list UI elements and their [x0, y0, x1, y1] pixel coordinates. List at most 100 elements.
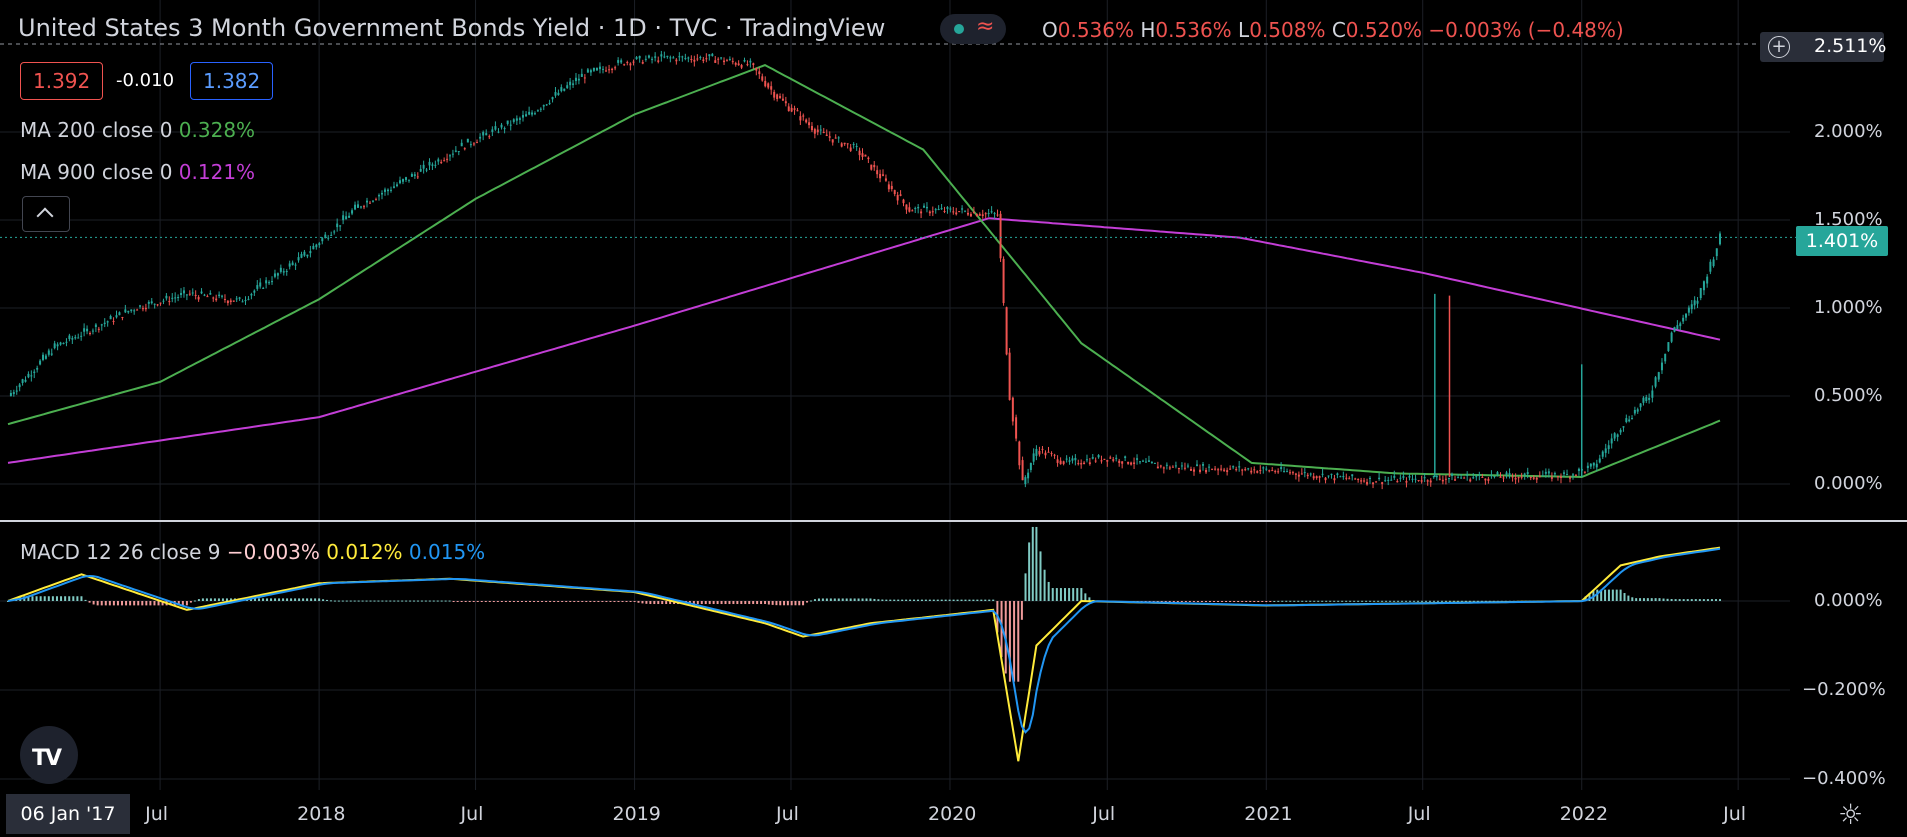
candle-body [1628, 419, 1631, 422]
macd-histogram-bar [928, 599, 931, 601]
candle-body [879, 173, 882, 179]
macd-histogram-bar [744, 601, 747, 605]
candle-body [1133, 462, 1136, 464]
candle-body [345, 216, 348, 220]
candle-body [1021, 460, 1024, 481]
macd-histogram-bar [1253, 601, 1256, 602]
candle-body [1447, 478, 1450, 480]
macd-histogram-bar [1600, 589, 1603, 601]
candle-body [1532, 477, 1535, 479]
sell-price-button[interactable]: 1.392 [20, 62, 104, 100]
macd-histogram-bar [783, 601, 786, 606]
collapse-legend-button[interactable] [22, 196, 70, 232]
candle-body [109, 315, 112, 320]
candle-body [1450, 473, 1453, 476]
macd-histogram-bar [1472, 600, 1475, 602]
candle-body [1232, 466, 1235, 468]
crosshair-price-label[interactable]: + 2.511% [1760, 32, 1886, 62]
candle-body [1205, 469, 1208, 473]
macd-histogram-bar [274, 598, 277, 601]
candle-body [1690, 304, 1693, 310]
macd-histogram-bar [1088, 597, 1091, 601]
candle-body [822, 132, 825, 134]
candle-body [1709, 261, 1712, 272]
macd-histogram-bar [885, 599, 888, 601]
candle-body [937, 209, 940, 211]
candle-body [1699, 288, 1702, 299]
candle-body [74, 337, 77, 339]
macd-histogram-bar [849, 598, 852, 601]
candle-body [1577, 468, 1580, 472]
candle-body [952, 211, 955, 213]
candle-body [422, 164, 425, 169]
macd-histogram-bar [306, 598, 309, 601]
ma200-legend[interactable]: MA 200 close 0 0.328% [20, 118, 255, 142]
macd-histogram-bar [1261, 601, 1264, 602]
macd-histogram-bar [1337, 600, 1340, 602]
candle-body [1357, 479, 1360, 481]
macd-histogram-bar [897, 599, 900, 601]
macd-histogram-bar [310, 598, 313, 601]
candle-body [1715, 248, 1718, 257]
candle-body [171, 297, 174, 299]
candle-body [641, 62, 644, 64]
candle-body [787, 106, 790, 112]
time-tick-label: Jul [1407, 803, 1431, 825]
macd-histogram-bar [1607, 589, 1610, 601]
candle-body [44, 355, 47, 359]
macd-histogram-bar [1369, 600, 1372, 602]
candle-body [1189, 469, 1192, 471]
buy-price-button[interactable]: 1.382 [190, 62, 274, 100]
candle-body [1250, 470, 1253, 473]
macd-histogram-bar [585, 601, 588, 602]
plus-circle-icon[interactable]: + [1768, 36, 1790, 58]
signal-line [7, 547, 1721, 734]
candle-body [1059, 460, 1062, 465]
candle-body [410, 174, 413, 177]
candle-body [30, 375, 33, 377]
ma200-label: MA 200 close 0 [20, 118, 173, 142]
candle-body [987, 213, 990, 215]
macd-histogram-bar [1381, 600, 1384, 602]
candle-body [112, 320, 115, 322]
candle-body [1595, 463, 1598, 468]
macd-histogram-bar [557, 601, 560, 602]
candle-body [790, 107, 793, 112]
macd-histogram-bar [88, 601, 91, 603]
candle-body [825, 134, 828, 136]
macd-legend[interactable]: MACD 12 26 close 9 −0.003% 0.012% 0.015% [20, 540, 485, 564]
candle-body [454, 150, 457, 152]
candle-body [1083, 462, 1086, 465]
candle-body [1375, 481, 1378, 483]
candle-body [955, 212, 958, 215]
macd-histogram-bar [1221, 601, 1224, 602]
candle-body [1177, 467, 1180, 470]
macd-histogram-bar [1432, 600, 1435, 602]
macd-histogram-bar [865, 598, 868, 601]
macd-histogram-bar [389, 600, 392, 602]
candle-body [94, 324, 97, 328]
candle-body [144, 307, 147, 310]
candle-body [946, 207, 949, 209]
candle-body [608, 69, 611, 71]
candle-body [1613, 433, 1616, 439]
macd-histogram-bar [1047, 581, 1050, 601]
candle-body [1481, 476, 1484, 478]
macd-histogram-bar [1421, 600, 1424, 602]
gear-icon[interactable]: ☼ [1838, 798, 1864, 831]
ma900-legend[interactable]: MA 900 close 0 0.121% [20, 160, 255, 184]
macd-histogram-bar [177, 601, 180, 606]
candle-body [1604, 448, 1607, 453]
candle-body [1196, 464, 1199, 466]
candle-body [1535, 477, 1538, 480]
macd-histogram-bar [1405, 600, 1408, 602]
macd-histogram-bar [857, 598, 860, 601]
live-status-pill[interactable]: ≈ [940, 14, 1006, 44]
macd-histogram-bar [1357, 600, 1360, 602]
macd-histogram-bar [112, 601, 115, 606]
macd-histogram-bar [209, 598, 212, 601]
tradingview-logo[interactable]: TV [20, 726, 78, 784]
candle-body [327, 237, 330, 239]
macd-histogram-bar [704, 601, 707, 605]
